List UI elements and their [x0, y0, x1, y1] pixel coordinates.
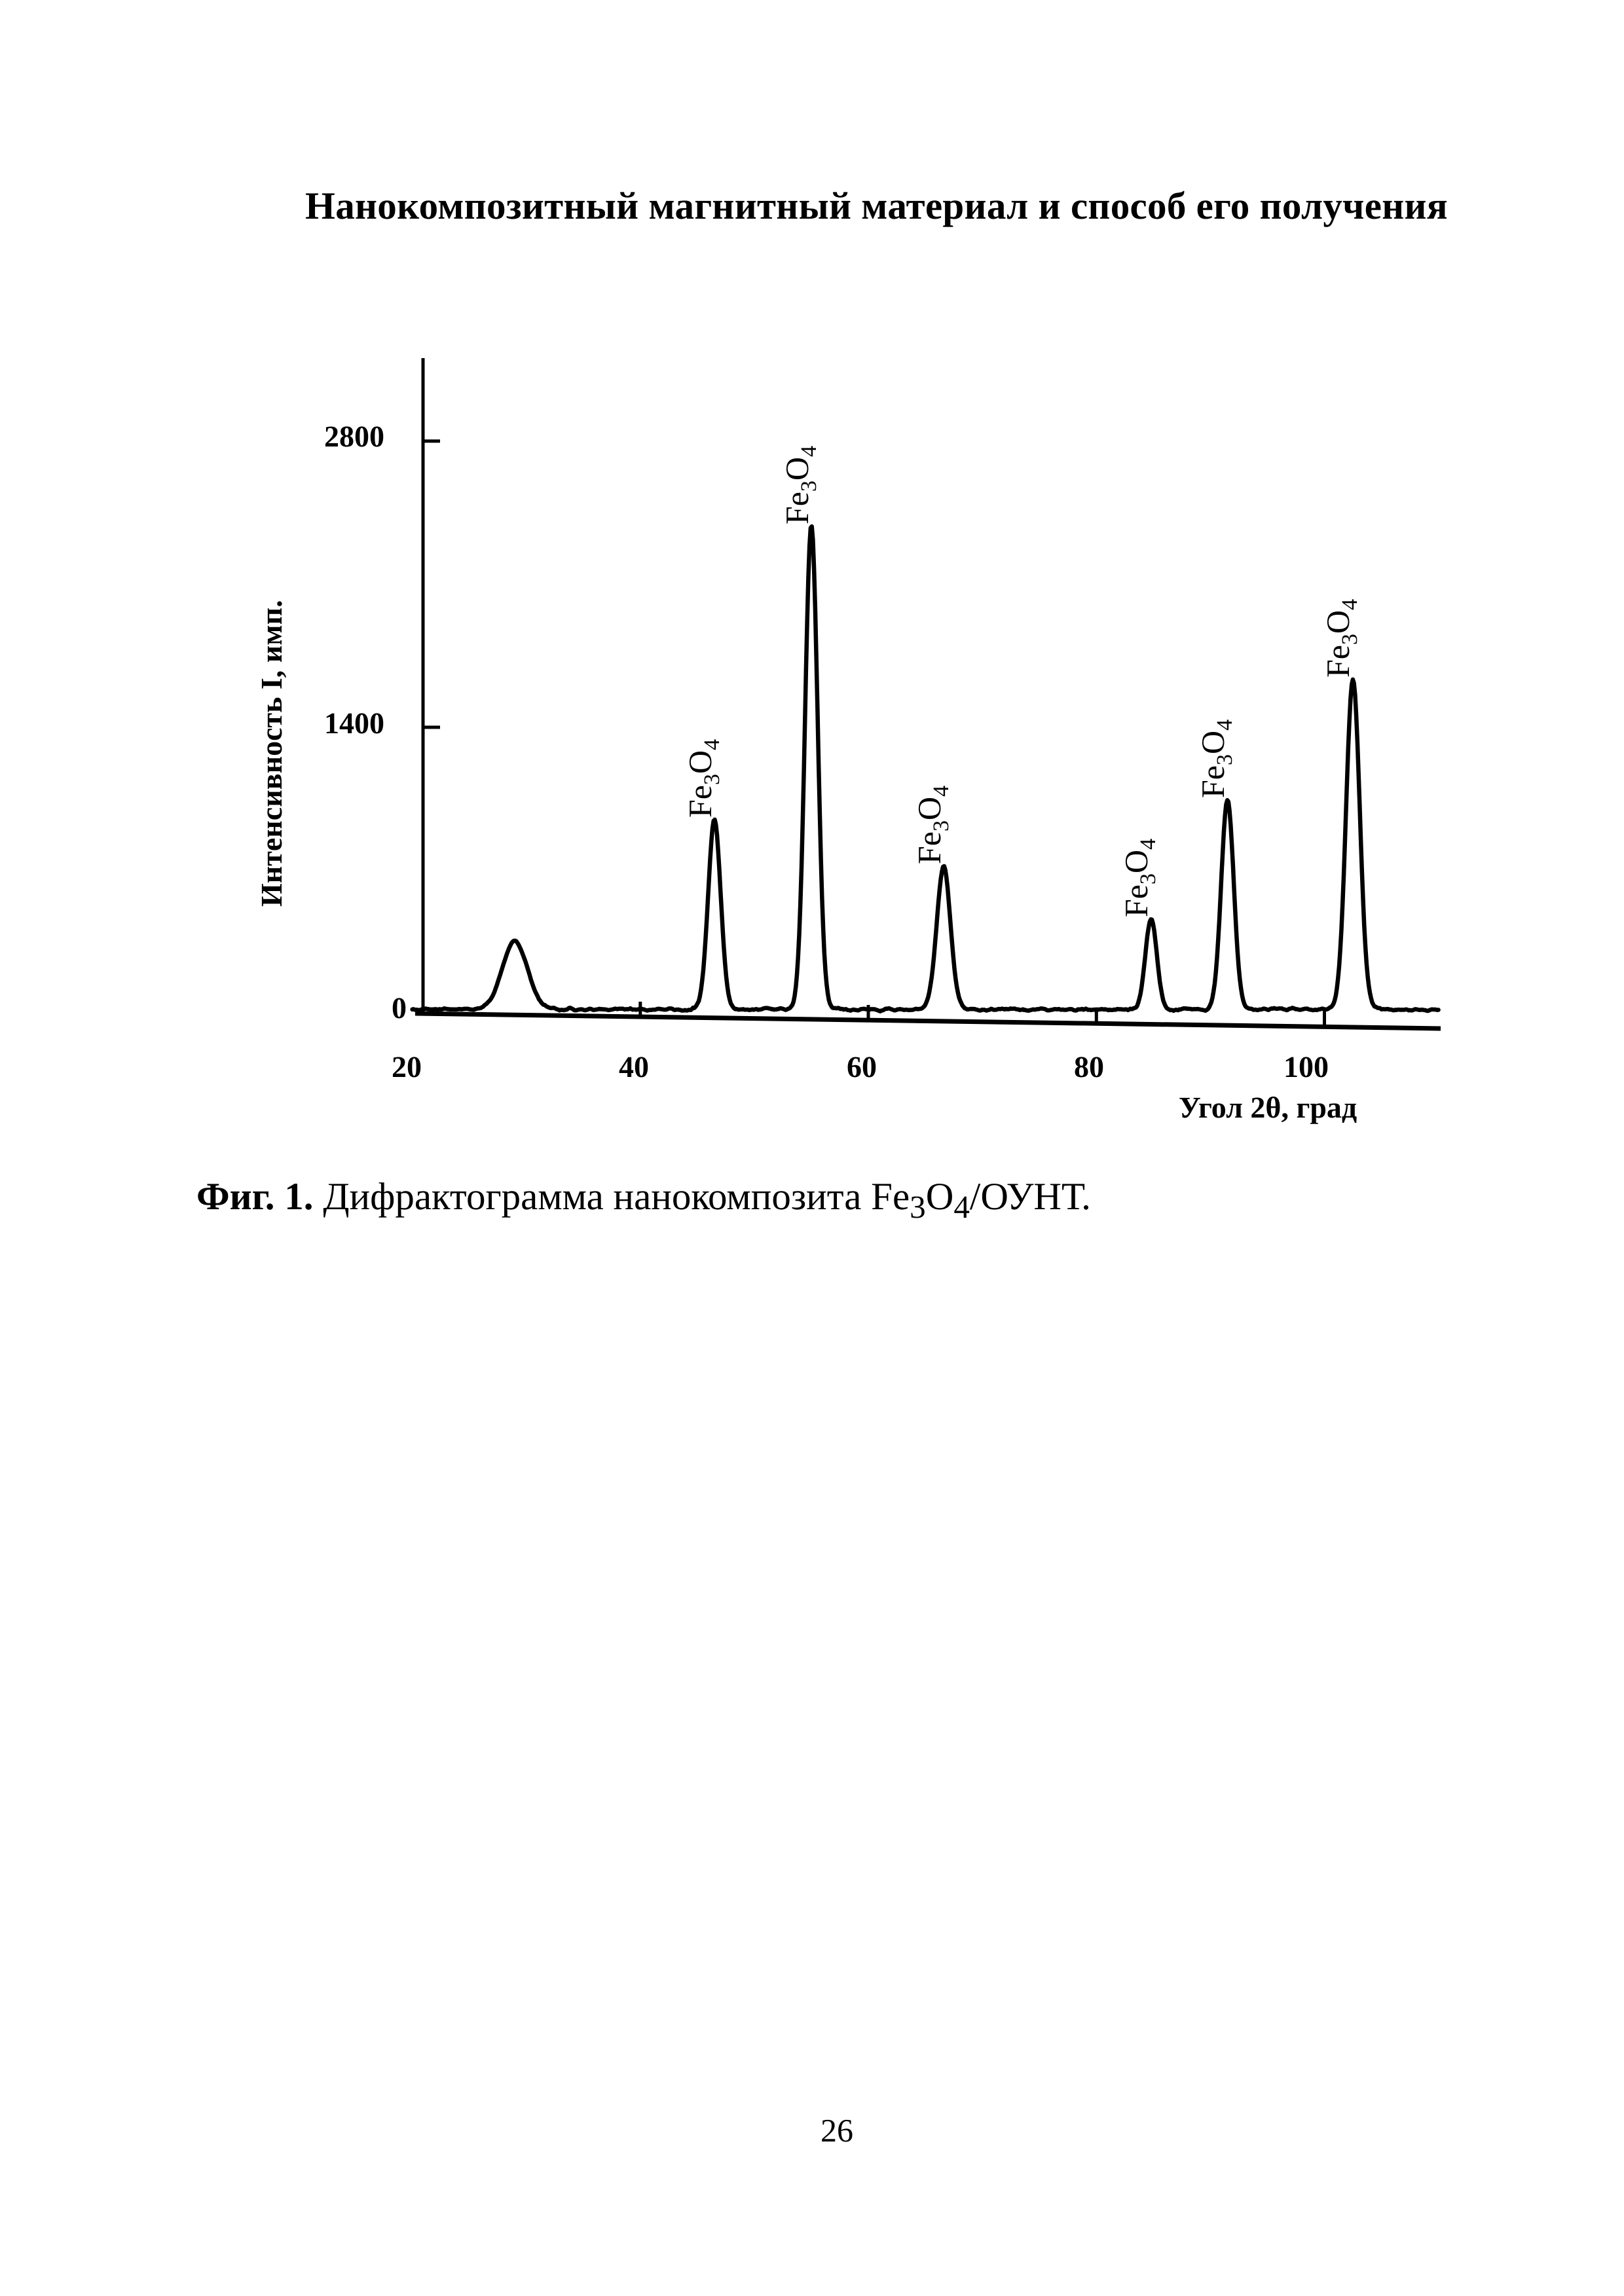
svg-text:Fe3O4: Fe3O4: [911, 786, 953, 864]
svg-text:Fe3O4: Fe3O4: [779, 446, 821, 524]
svg-text:Fe3O4: Fe3O4: [1320, 599, 1362, 678]
svg-text:Fe3O4: Fe3O4: [1118, 839, 1160, 917]
svg-text:Fe3O4: Fe3O4: [682, 739, 724, 818]
svg-text:Интенсивность I, имп.: Интенсивность I, имп.: [255, 600, 288, 907]
svg-text:Fe3O4: Fe3O4: [1194, 720, 1237, 798]
